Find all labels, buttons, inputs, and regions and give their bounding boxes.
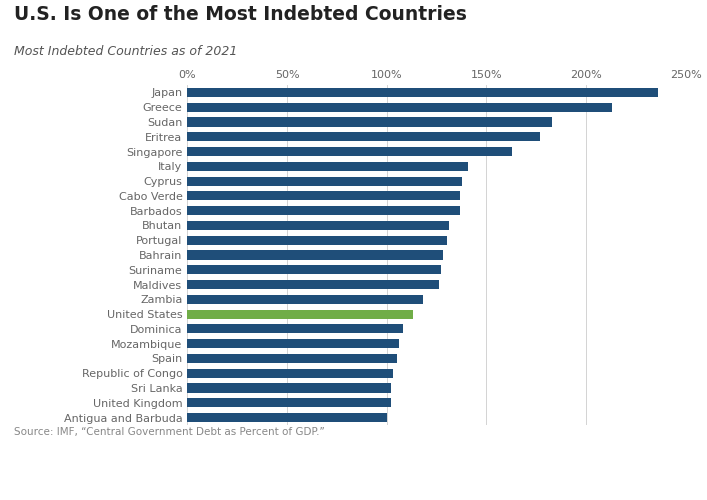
- Bar: [187, 118, 552, 126]
- Bar: [187, 324, 403, 334]
- Bar: [187, 221, 448, 230]
- Bar: [187, 132, 540, 141]
- Bar: [187, 295, 423, 304]
- Bar: [187, 236, 447, 245]
- Bar: [187, 147, 513, 156]
- Bar: [187, 354, 397, 363]
- Bar: [187, 162, 469, 171]
- Bar: [187, 88, 658, 97]
- Bar: [187, 339, 399, 348]
- Text: U.S. Is One of the Most Indebted Countries: U.S. Is One of the Most Indebted Countri…: [14, 5, 467, 24]
- Text: TAX FOUNDATION: TAX FOUNDATION: [14, 474, 138, 486]
- Text: Source: IMF, “Central Government Debt as Percent of GDP.”: Source: IMF, “Central Government Debt as…: [14, 428, 325, 438]
- Bar: [187, 192, 460, 200]
- Bar: [187, 102, 612, 112]
- Text: Most Indebted Countries as of 2021: Most Indebted Countries as of 2021: [14, 45, 238, 58]
- Bar: [187, 384, 391, 392]
- Bar: [187, 206, 460, 215]
- Bar: [187, 368, 392, 378]
- Bar: [187, 265, 440, 274]
- Bar: [187, 280, 438, 289]
- Bar: [187, 176, 462, 186]
- Bar: [187, 413, 387, 422]
- Bar: [187, 250, 443, 260]
- Bar: [187, 310, 413, 318]
- Text: @TaxFoundation: @TaxFoundation: [590, 474, 693, 486]
- Bar: [187, 398, 391, 407]
